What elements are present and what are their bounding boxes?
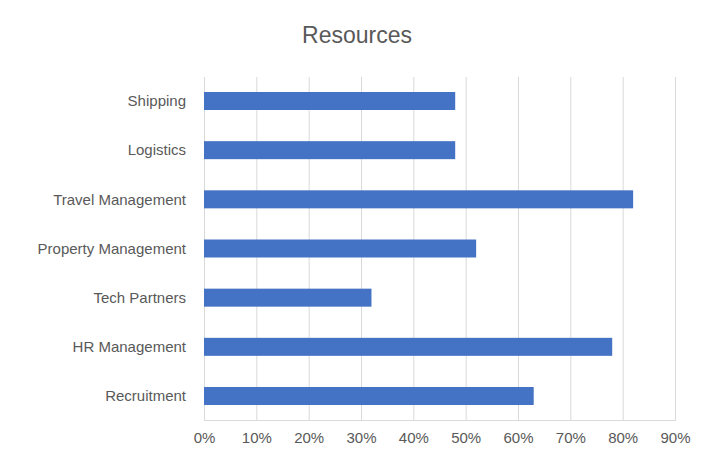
x-tick: 70% — [556, 77, 586, 446]
category-label: HR Management — [73, 338, 187, 355]
y-tick: Shipping — [128, 92, 204, 109]
bars — [204, 92, 633, 405]
bar — [204, 92, 455, 110]
x-gridline — [623, 77, 624, 420]
category-label: Recruitment — [105, 387, 187, 404]
bar — [204, 141, 455, 159]
y-tick: Property Management — [38, 240, 204, 257]
x-tick-label: 30% — [346, 429, 376, 446]
y-axis: Shipping Logistics Travel Management Proper… — [38, 92, 204, 404]
x-axis-line — [205, 77, 676, 421]
category-label: Tech Partners — [93, 289, 186, 306]
category-label: Logistics — [128, 141, 186, 158]
y-tick: Logistics — [128, 141, 204, 158]
y-tick: Tech Partners — [93, 289, 204, 306]
x-tick-label: 50% — [451, 429, 481, 446]
x-gridline — [675, 77, 676, 420]
category-label: Property Management — [38, 240, 187, 257]
bar — [204, 190, 633, 208]
x-tick-label: 20% — [294, 429, 324, 446]
x-tick-label: 0% — [194, 429, 216, 446]
bar — [204, 387, 534, 405]
x-tick-label: 70% — [556, 429, 586, 446]
y-tick: Recruitment — [105, 387, 204, 404]
category-label: Travel Management — [53, 191, 187, 208]
y-tick: Travel Management — [53, 191, 204, 208]
chart-title: Resources — [302, 22, 412, 48]
bar — [204, 240, 476, 258]
category-label: Shipping — [128, 92, 186, 109]
x-tick: 80% — [608, 77, 638, 446]
x-tick-label: 90% — [660, 429, 690, 446]
x-tick-label: 10% — [242, 429, 272, 446]
x-tick-label: 40% — [399, 429, 429, 446]
bar — [204, 289, 371, 307]
x-tick-label: 60% — [503, 429, 533, 446]
x-gridline — [570, 77, 571, 420]
x-tick-label: 80% — [608, 429, 638, 446]
bar — [204, 338, 612, 356]
chart: Resources 0% 10% 20% 30% 40% 50% 60% 70% 80% 90% Sh… — [0, 0, 714, 469]
y-tick: HR Management — [73, 338, 204, 355]
x-axis: 0% 10% 20% 30% 40% 50% 60% 70% 80% 90% — [194, 77, 691, 446]
x-gridline — [518, 77, 519, 420]
x-tick: 90% — [660, 77, 690, 446]
